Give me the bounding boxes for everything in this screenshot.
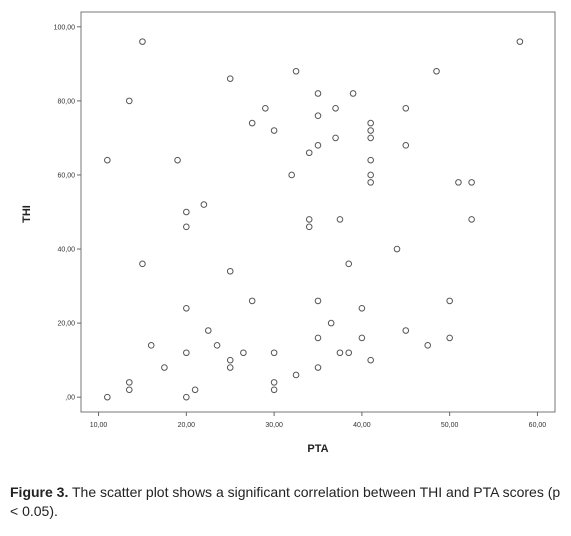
data-point	[314, 297, 322, 305]
y-tick-label: 20,00	[57, 321, 75, 328]
data-point	[248, 119, 256, 127]
data-point	[327, 319, 335, 327]
data-point	[516, 38, 524, 45]
data-point	[305, 149, 313, 157]
data-point	[147, 342, 155, 349]
data-point	[305, 216, 313, 223]
data-point	[213, 342, 221, 349]
scatter-chart: ,00 20,00 40,00 60,00 80,00 100,00 10,00 20,00…	[21, 11, 556, 455]
data-point	[183, 304, 190, 312]
data-points	[104, 38, 524, 401]
data-point	[174, 156, 181, 164]
data-point	[358, 304, 366, 312]
data-point	[402, 327, 410, 334]
data-point	[468, 216, 475, 223]
plot-area	[80, 11, 556, 413]
data-point	[288, 171, 295, 179]
caption-label: Figure 3.	[10, 484, 69, 500]
x-tick-label: 40,00	[353, 422, 371, 429]
data-point	[183, 349, 190, 357]
caption-text: The scatter plot shows a significant cor…	[10, 484, 561, 519]
data-point	[270, 379, 278, 386]
data-point	[424, 342, 432, 349]
data-point	[200, 201, 208, 208]
data-point	[104, 156, 111, 164]
data-point	[314, 334, 322, 342]
data-point	[336, 349, 344, 357]
data-point	[305, 223, 313, 231]
data-point	[332, 134, 339, 142]
data-point	[226, 75, 234, 82]
x-tick-label: 30,00	[265, 422, 283, 429]
data-point	[367, 127, 374, 134]
x-tick-label: 10,00	[90, 422, 108, 429]
x-tick-label: 60,00	[529, 422, 547, 429]
data-point	[240, 349, 247, 357]
data-point	[191, 386, 199, 394]
data-point	[292, 67, 300, 75]
x-tick-label: 20,00	[178, 422, 196, 429]
data-point	[367, 134, 374, 142]
data-point	[345, 349, 353, 357]
data-point	[226, 364, 234, 371]
x-axis-label: PTA	[307, 443, 328, 455]
data-point	[270, 349, 278, 357]
y-tick-label: 40,00	[57, 247, 75, 254]
data-point	[314, 90, 322, 97]
data-point	[226, 356, 234, 364]
data-point	[139, 260, 146, 268]
data-point	[314, 112, 322, 120]
y-axis: ,00 20,00 40,00 60,00 80,00 100,00	[54, 24, 81, 402]
data-point	[292, 371, 300, 379]
data-point	[314, 142, 322, 149]
y-tick-label: ,00	[65, 395, 75, 402]
data-point	[314, 364, 322, 371]
data-point	[183, 223, 190, 231]
data-point	[139, 38, 146, 45]
data-point	[270, 386, 278, 394]
data-point	[183, 393, 190, 401]
data-point	[125, 97, 133, 105]
data-point	[433, 67, 440, 75]
data-point	[262, 104, 269, 112]
data-point	[358, 334, 366, 342]
data-point	[345, 260, 353, 268]
data-point	[367, 119, 374, 127]
data-point	[248, 297, 256, 305]
data-point	[161, 364, 168, 371]
data-point	[125, 386, 133, 394]
data-point	[446, 334, 453, 342]
y-axis-label: THI	[21, 205, 33, 223]
data-point	[367, 179, 374, 186]
data-point	[226, 267, 234, 275]
data-point	[270, 127, 278, 134]
data-point	[183, 208, 190, 216]
y-tick-label: 80,00	[57, 98, 75, 105]
x-tick-label: 50,00	[441, 422, 459, 429]
data-point	[125, 379, 133, 386]
data-point	[446, 297, 453, 305]
data-point	[455, 179, 462, 186]
data-point	[332, 104, 339, 112]
data-point	[104, 393, 111, 401]
data-point	[349, 90, 357, 97]
data-point	[204, 327, 212, 334]
y-tick-label: 100,00	[54, 24, 76, 31]
x-axis: 10,00 20,00 30,00 40,00 50,00 60,00	[90, 412, 547, 429]
data-point	[336, 216, 344, 223]
data-point	[367, 356, 374, 364]
data-point	[468, 179, 475, 186]
data-point	[367, 171, 374, 179]
figure-caption: Figure 3. The scatter plot shows a signi…	[10, 483, 566, 521]
data-point	[402, 104, 410, 112]
data-point	[367, 156, 374, 164]
y-tick-label: 60,00	[57, 172, 75, 179]
data-point	[393, 245, 401, 253]
data-point	[402, 142, 410, 149]
